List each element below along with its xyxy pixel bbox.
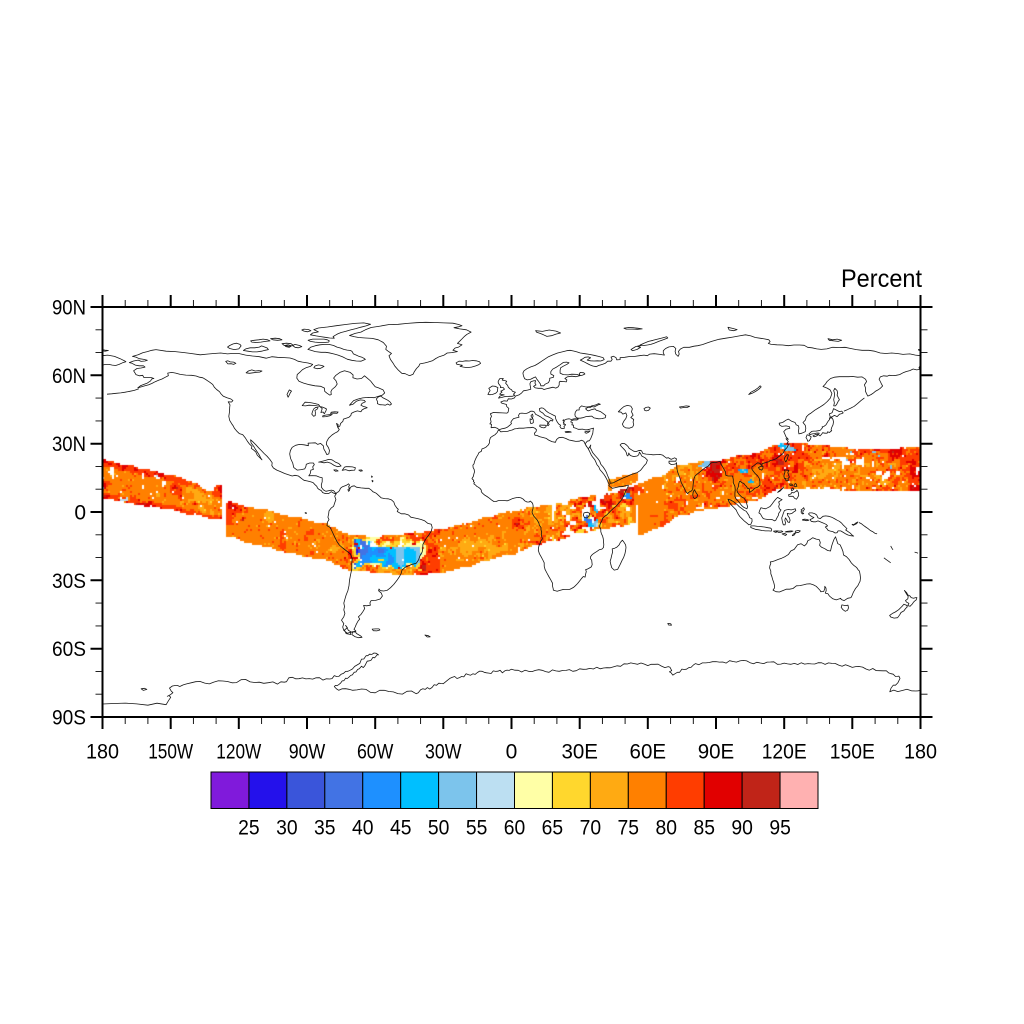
- svg-text:0: 0: [506, 741, 518, 764]
- svg-text:85: 85: [693, 817, 715, 840]
- svg-text:55: 55: [466, 817, 488, 840]
- svg-text:30S: 30S: [52, 570, 86, 593]
- svg-text:90S: 90S: [52, 707, 86, 730]
- svg-text:75: 75: [618, 817, 640, 840]
- svg-text:180: 180: [86, 741, 119, 764]
- svg-text:Percent: Percent: [841, 265, 922, 293]
- svg-text:0: 0: [74, 502, 86, 525]
- svg-text:150W: 150W: [148, 741, 193, 764]
- svg-text:120E: 120E: [762, 741, 807, 764]
- svg-text:30W: 30W: [425, 741, 462, 764]
- svg-text:50: 50: [428, 817, 450, 840]
- svg-text:90E: 90E: [698, 741, 735, 764]
- svg-text:95: 95: [769, 817, 791, 840]
- svg-text:60N: 60N: [52, 365, 86, 388]
- svg-text:30: 30: [276, 817, 298, 840]
- svg-text:70: 70: [580, 817, 602, 840]
- svg-text:30N: 30N: [52, 433, 86, 456]
- svg-text:25: 25: [238, 817, 260, 840]
- svg-text:180: 180: [904, 741, 937, 764]
- svg-text:60E: 60E: [630, 741, 667, 764]
- svg-text:80: 80: [655, 817, 677, 840]
- svg-text:120W: 120W: [216, 741, 261, 764]
- svg-text:60S: 60S: [52, 638, 86, 661]
- svg-text:45: 45: [390, 817, 412, 840]
- svg-text:60: 60: [504, 817, 526, 840]
- svg-text:40: 40: [352, 817, 374, 840]
- svg-text:30E: 30E: [561, 741, 598, 764]
- svg-text:90N: 90N: [52, 297, 86, 320]
- svg-text:90: 90: [731, 817, 753, 840]
- svg-text:60W: 60W: [357, 741, 394, 764]
- svg-text:90W: 90W: [289, 741, 326, 764]
- svg-text:65: 65: [542, 817, 564, 840]
- svg-text:150E: 150E: [830, 741, 875, 764]
- svg-text:35: 35: [314, 817, 336, 840]
